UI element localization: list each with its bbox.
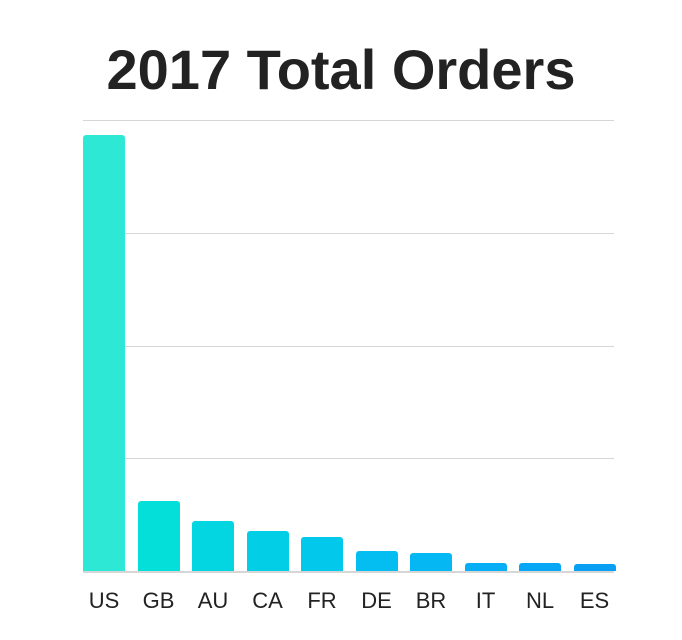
bar-ca — [246, 530, 289, 571]
bar-gb — [137, 501, 180, 571]
bar-nl — [519, 563, 561, 571]
x-label-it: IT — [475, 588, 496, 613]
bar-br — [410, 552, 452, 571]
plot-area — [83, 120, 616, 573]
bar-fr — [301, 537, 343, 571]
bar-us — [83, 134, 125, 571]
gridline — [83, 232, 614, 234]
x-label-es: ES — [579, 588, 610, 613]
bar-it — [464, 562, 507, 571]
x-label-au: AU — [197, 588, 229, 613]
x-axis-baseline — [83, 571, 614, 573]
x-label-ca: CA — [252, 588, 283, 613]
x-label-fr: FR — [307, 588, 337, 613]
x-label-nl: NL — [525, 588, 555, 613]
gridline — [83, 120, 614, 121]
x-label-br: BR — [415, 588, 447, 613]
x-label-us: US — [88, 588, 120, 613]
bar-de — [355, 551, 398, 571]
gridline — [83, 458, 614, 460]
x-label-de: DE — [361, 588, 392, 613]
bar-au — [192, 520, 234, 571]
x-label-gb: GB — [142, 588, 175, 613]
bar-es — [573, 563, 616, 571]
gridline — [83, 345, 614, 347]
chart-title: 2017 Total Orders — [106, 38, 576, 101]
